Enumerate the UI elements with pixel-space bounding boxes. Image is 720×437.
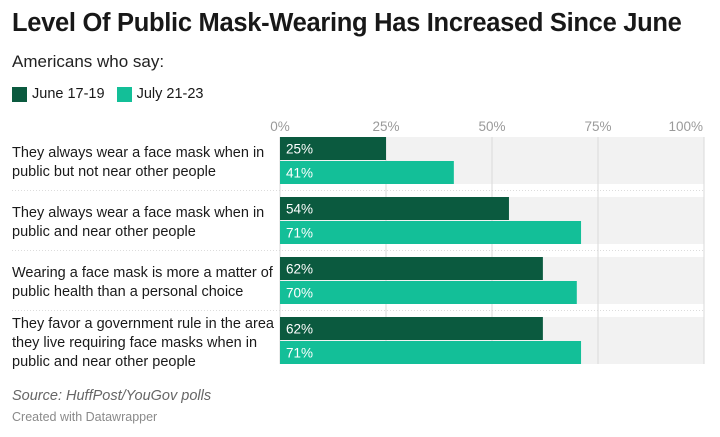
x-tick-label: 25% <box>372 119 399 134</box>
category-label-line: They always wear a face mask when in <box>12 145 264 161</box>
category-label-line: public health than a personal choice <box>12 284 243 300</box>
legend-swatch-july <box>116 86 132 102</box>
bar-value-label: 71% <box>286 346 313 361</box>
bar-july <box>280 281 577 304</box>
category-label-line: Wearing a face mask is more a matter of <box>12 265 274 281</box>
legend-item-july: July 21-23 <box>116 86 204 102</box>
category-label: Wearing a face mask is more a matter of p… <box>12 265 274 300</box>
bar-june <box>280 137 386 160</box>
legend: June 17-19 July 21-23 <box>12 86 215 102</box>
category-label-line: public and near other people <box>12 224 196 240</box>
category-label-line: They always wear a face mask when in <box>12 205 264 221</box>
x-tick-label: 0% <box>270 119 290 134</box>
bar-value-label: 71% <box>286 226 313 241</box>
bar-june <box>280 197 509 220</box>
category-label: They favor a government rule in the area… <box>12 316 275 370</box>
credit-note: Created with Datawrapper <box>12 410 158 424</box>
bar-june <box>280 257 543 280</box>
bar-value-label: 54% <box>286 202 313 217</box>
chart-subtitle: Americans who say: <box>12 52 165 71</box>
category-label-line: public and near other people <box>12 354 196 370</box>
legend-label-july: July 21-23 <box>136 86 204 102</box>
legend-label-june: June 17-19 <box>32 86 105 102</box>
x-tick-label: 100% <box>668 119 703 134</box>
x-tick-label: 50% <box>478 119 505 134</box>
legend-swatch-june <box>12 86 27 102</box>
bar-value-label: 62% <box>286 322 313 337</box>
bar-june <box>280 317 543 340</box>
source-note: Source: HuffPost/YouGov polls <box>12 388 212 404</box>
category-label-line: public but not near other people <box>12 164 216 180</box>
category-label-line: They favor a government rule in the area <box>12 316 275 332</box>
bar-value-label: 25% <box>286 142 313 157</box>
category-label-line: they live requiring face masks when in <box>12 335 257 351</box>
category-label: They always wear a face mask when in publ… <box>12 145 264 180</box>
bar-july <box>280 161 454 184</box>
legend-item-june: June 17-19 <box>12 86 105 102</box>
bar-july <box>280 221 582 244</box>
bar-value-label: 70% <box>286 286 313 301</box>
bar-value-label: 62% <box>286 262 313 277</box>
bar-value-label: 41% <box>286 166 313 181</box>
category-label: They always wear a face mask when in publ… <box>12 205 264 240</box>
chart-title: Level Of Public Mask-Wearing Has Increas… <box>12 9 682 37</box>
bar-july <box>280 341 582 364</box>
x-tick-label: 75% <box>584 119 611 134</box>
